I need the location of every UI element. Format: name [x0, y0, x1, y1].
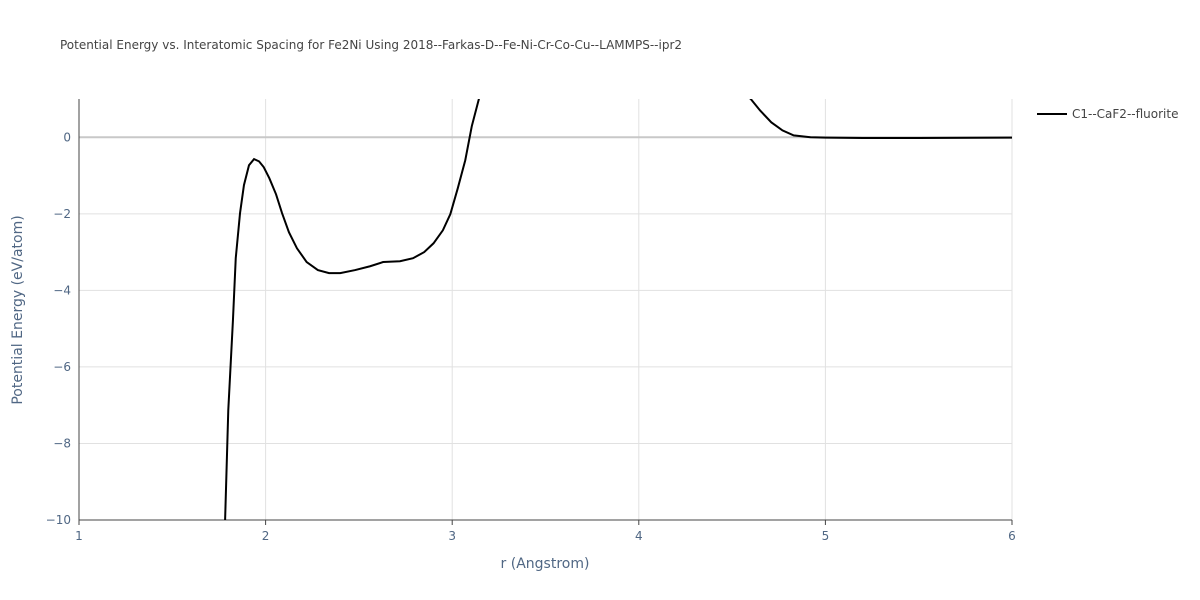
x-tick-label: 3 — [448, 529, 456, 543]
legend-label: C1--CaF2--fluorite — [1072, 107, 1178, 121]
plot-area — [224, 99, 1012, 520]
x-axis-title: r (Angstrom) — [501, 556, 590, 572]
y-axis-title: Potential Energy (eV/atom) — [10, 215, 26, 404]
y-tick-label: −6 — [53, 360, 71, 374]
x-tick-label: 5 — [822, 529, 830, 543]
y-tick-label: −8 — [53, 436, 71, 450]
data-line — [224, 99, 1012, 520]
chart-title: Potential Energy vs. Interatomic Spacing… — [60, 38, 682, 52]
y-tick-label: 0 — [63, 130, 71, 144]
y-tick-label: −4 — [53, 283, 71, 297]
x-tick-label: 4 — [635, 529, 643, 543]
y-tick-label: −10 — [46, 513, 71, 527]
x-tick-label: 6 — [1008, 529, 1016, 543]
grid: 1 2 3 4 5 6 −10 −8 −6 −4 −2 0 — [46, 99, 1016, 543]
x-tick-label: 1 — [75, 529, 83, 543]
legend: C1--CaF2--fluorite — [1037, 107, 1178, 121]
y-tick-label: −2 — [53, 207, 71, 221]
x-tick-label: 2 — [262, 529, 270, 543]
